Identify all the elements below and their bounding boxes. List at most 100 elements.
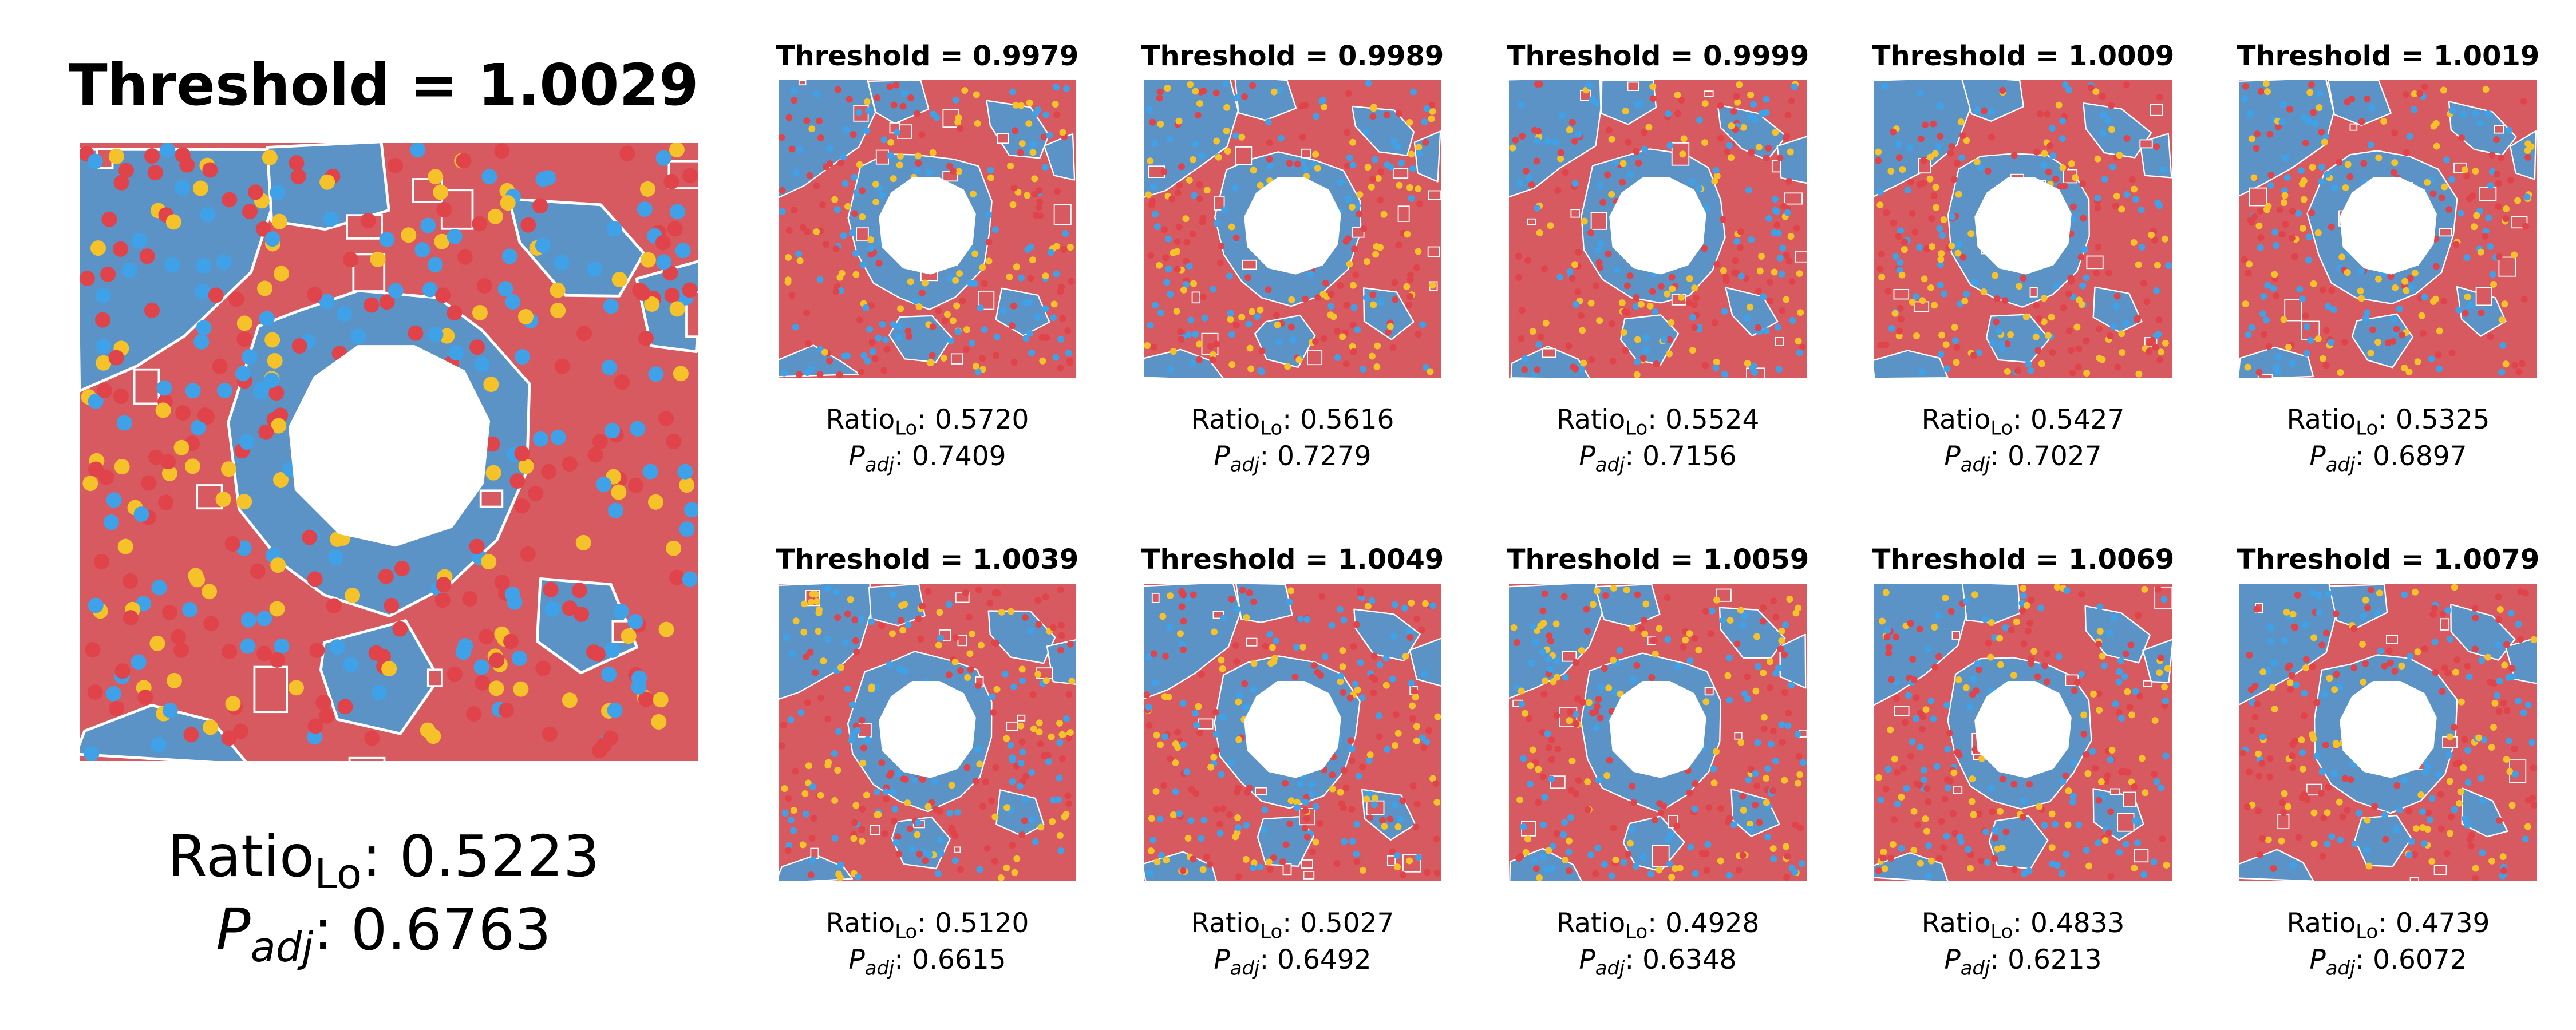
spot-dot xyxy=(635,285,651,301)
spot-dot xyxy=(849,732,856,739)
spot-dot xyxy=(2122,650,2129,657)
spot-dot xyxy=(1931,302,1938,309)
spot-dot xyxy=(1691,284,1698,292)
spot-dot xyxy=(1170,811,1177,818)
spatial-map xyxy=(2239,584,2537,881)
spot-dot xyxy=(901,601,908,608)
spot-dot xyxy=(1722,274,1730,281)
spot-dot xyxy=(554,358,570,374)
spot-dot xyxy=(2360,613,2367,620)
padj-line: Padj: 0.6763 xyxy=(216,896,551,972)
spot-dot xyxy=(1760,714,1768,721)
ratio-label: Ratio xyxy=(1191,908,1261,939)
spot-dot xyxy=(466,706,482,722)
ratio-lo-line: RatioLo: 0.5524 xyxy=(1556,404,1760,439)
spot-dot xyxy=(2428,795,2436,802)
spot-dot xyxy=(197,407,213,423)
spot-dot xyxy=(946,809,954,817)
spot-dot xyxy=(2472,110,2479,117)
spot-dot xyxy=(2524,140,2532,148)
spot-dot xyxy=(1885,649,1893,657)
spot-dot xyxy=(1232,132,1239,140)
spot-dot xyxy=(1025,120,1033,128)
spot-dot xyxy=(1196,195,1203,203)
spot-dot xyxy=(1188,786,1195,793)
spot-dot xyxy=(1721,370,1728,378)
spot-dot xyxy=(1156,815,1164,823)
spot-dot xyxy=(799,224,807,231)
spot-dot xyxy=(1356,191,1364,199)
spot-dot xyxy=(1792,609,1800,617)
spot-dot xyxy=(2344,161,2352,168)
spot-dot xyxy=(2291,738,2298,745)
spot-dot xyxy=(2301,690,2308,697)
spot-dot xyxy=(224,536,240,552)
spot-dot xyxy=(2078,301,2085,308)
spot-dot xyxy=(1366,751,1374,759)
region-island xyxy=(1392,168,1409,179)
spot-dot xyxy=(1996,807,2004,815)
spot-dot xyxy=(952,276,959,284)
spot-dot xyxy=(2451,584,2458,591)
spot-dot xyxy=(2134,839,2142,847)
spot-dot xyxy=(810,815,817,822)
spot-dot xyxy=(1235,698,1242,706)
spot-dot xyxy=(1891,310,1899,317)
padj-value: 0.6492 xyxy=(1277,944,1372,976)
spot-dot xyxy=(2326,675,2333,682)
spot-dot xyxy=(1733,640,1741,648)
region-island xyxy=(870,825,880,835)
spot-dot xyxy=(874,94,881,101)
spot-dot xyxy=(2113,192,2120,200)
region-island xyxy=(1242,259,1257,270)
spot-dot xyxy=(977,641,985,649)
spot-dot xyxy=(1913,332,1920,339)
spot-dot xyxy=(1737,739,1745,746)
spot-dot xyxy=(894,833,902,841)
spot-dot xyxy=(1066,359,1074,366)
spot-dot xyxy=(2068,160,2075,167)
spot-dot xyxy=(1412,694,1419,701)
spot-dot xyxy=(2315,609,2322,616)
spot-dot xyxy=(863,791,870,799)
spot-dot xyxy=(2255,369,2263,376)
spot-dot xyxy=(863,98,871,105)
spot-dot xyxy=(2034,347,2042,354)
spot-dot xyxy=(1755,144,1763,151)
spot-dot xyxy=(1216,830,1224,837)
spot-dot xyxy=(1245,320,1253,328)
spot-dot xyxy=(2128,711,2136,719)
spot-dot xyxy=(784,847,792,854)
spot-dot xyxy=(2113,302,2120,310)
spot-dot xyxy=(651,714,667,730)
spot-dot xyxy=(785,114,793,121)
spot-dot xyxy=(1427,368,1434,375)
ratio-value: 0.5427 xyxy=(2030,404,2125,435)
spot-dot xyxy=(1875,157,1882,164)
spot-dot xyxy=(242,349,258,365)
spot-dot xyxy=(2298,180,2306,188)
spot-dot xyxy=(1377,299,1384,306)
spot-dot xyxy=(2095,640,2103,648)
spot-dot xyxy=(682,282,698,298)
spot-dot xyxy=(1752,770,1759,778)
spot-dot xyxy=(779,208,786,215)
spot-dot xyxy=(2004,340,2011,347)
spot-dot xyxy=(2270,659,2278,667)
spot-dot xyxy=(922,857,929,865)
threshold-panel-9: Threshold = 1.0069 RatioLo: 0.4833 Padj:… xyxy=(1863,544,2183,1001)
spot-dot xyxy=(2374,339,2382,346)
spot-dot xyxy=(2530,636,2537,643)
spot-dot xyxy=(1424,869,1431,876)
spatial-map xyxy=(1509,80,1807,378)
spot-dot xyxy=(2104,117,2112,124)
spot-dot xyxy=(2530,802,2537,809)
spot-dot xyxy=(1720,216,1727,223)
spot-dot xyxy=(1370,652,1378,660)
spot-dot xyxy=(1712,364,1720,371)
spot-dot xyxy=(1527,781,1534,788)
spot-dot xyxy=(148,449,164,465)
spot-dot xyxy=(1771,196,1779,203)
spot-dot xyxy=(2396,806,2403,814)
spot-dot xyxy=(669,301,685,317)
